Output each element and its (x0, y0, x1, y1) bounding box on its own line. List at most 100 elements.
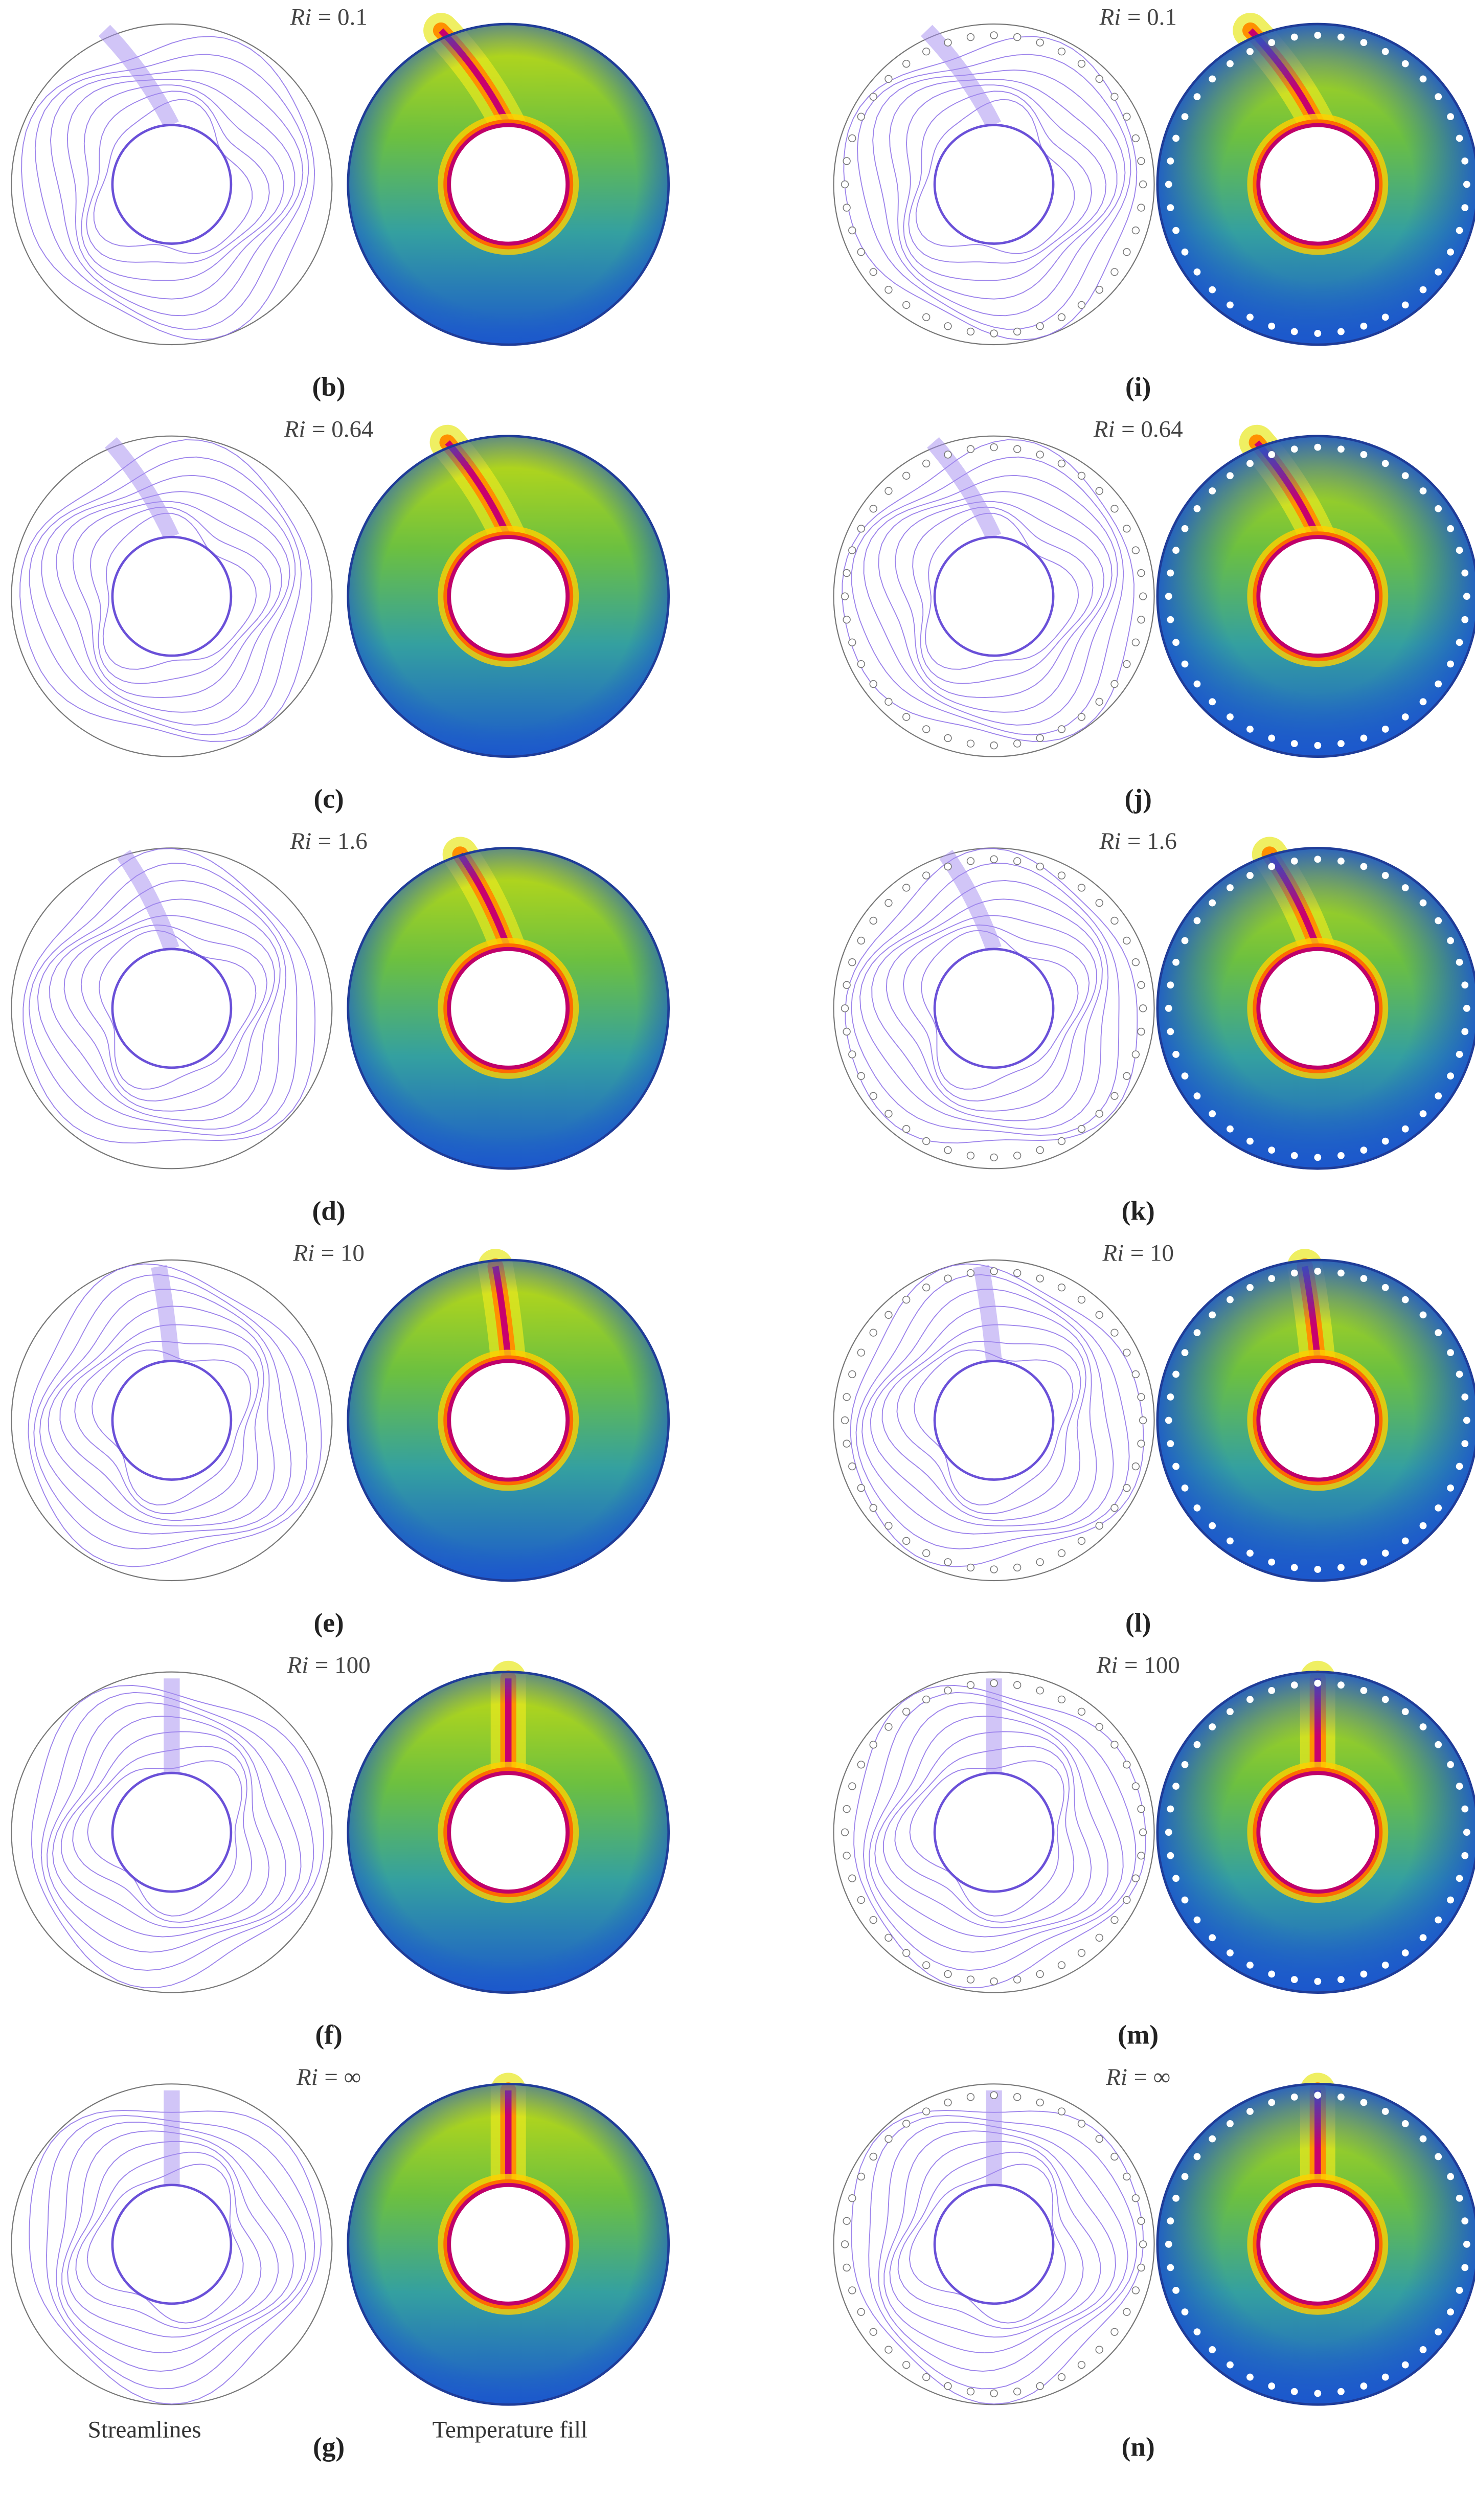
inner-wall (111, 124, 233, 245)
streamline (883, 2130, 1116, 2353)
hole (1401, 1949, 1409, 1956)
hole (966, 2388, 975, 2396)
hole (1123, 2308, 1131, 2316)
hole (1181, 1072, 1189, 1080)
hole (990, 2091, 998, 2099)
hole (1360, 734, 1368, 742)
hole (1456, 2194, 1463, 2202)
streamline-plume (151, 1265, 180, 1362)
hole (869, 2328, 877, 2336)
hole (1461, 1440, 1469, 1447)
hole (1131, 958, 1140, 966)
hole (1057, 1695, 1066, 1704)
hole (1246, 1284, 1254, 1291)
hole (1268, 1558, 1276, 1566)
hole (1337, 328, 1345, 335)
outer-wall (833, 435, 1155, 757)
hole (1013, 1563, 1022, 1572)
hole (1246, 1549, 1254, 1557)
streamline (29, 456, 302, 735)
hole (843, 2217, 851, 2225)
streamline (72, 1745, 252, 1923)
hole (1193, 1741, 1201, 1748)
hole (1246, 1696, 1254, 1703)
hole (1461, 204, 1469, 212)
hole (944, 38, 952, 47)
hole (1268, 1275, 1276, 1282)
hole (843, 1439, 851, 1448)
hole (1290, 740, 1298, 748)
hole (922, 2107, 931, 2116)
hole (922, 1284, 931, 1292)
hole (1447, 2308, 1454, 2316)
hole (1013, 327, 1022, 336)
streamline (59, 1324, 264, 1521)
hole (1181, 660, 1189, 668)
hole (1181, 1349, 1189, 1357)
hole (884, 1723, 893, 1731)
hole (1419, 1723, 1427, 1730)
hole (1360, 1275, 1368, 1282)
panel-title: Ri = 10 (1102, 1240, 1174, 1266)
hole (1077, 471, 1086, 480)
inner-wall (933, 535, 1055, 657)
hole (857, 1072, 865, 1080)
hole (848, 1050, 856, 1059)
panel-title: Ri = 1.6 (289, 828, 367, 854)
hole (922, 1549, 931, 1557)
hole (841, 1004, 849, 1012)
hole (1435, 1092, 1442, 1100)
hole (1435, 1504, 1442, 1512)
hole (1246, 48, 1254, 55)
hole (1337, 2093, 1345, 2101)
panel-label: (g) (313, 2432, 345, 2462)
hole (922, 1695, 931, 1704)
streamline-plume (117, 849, 179, 952)
hole (1447, 1896, 1454, 1904)
streamline (28, 863, 298, 1136)
streamline (897, 2151, 1084, 2329)
hole (1036, 734, 1044, 742)
hole (1461, 616, 1469, 623)
hot-halo (1247, 2173, 1389, 2315)
hole (1181, 248, 1189, 256)
hole (1013, 445, 1022, 453)
outer-wall (11, 23, 333, 346)
streamline (868, 2115, 1138, 2390)
outer-wall (833, 1671, 1155, 1993)
hole (1139, 592, 1147, 600)
hole (1360, 1146, 1368, 1154)
hole (1167, 569, 1174, 577)
hole (1013, 2093, 1022, 2101)
hole (1167, 2264, 1174, 2271)
hole (869, 2152, 877, 2161)
streamline (49, 898, 281, 1121)
hole (1172, 134, 1179, 142)
streamline (924, 512, 1079, 670)
hole (1123, 248, 1131, 256)
streamline (874, 1716, 1108, 1938)
hole (841, 1416, 849, 1425)
hole (1131, 1370, 1140, 1379)
hole (1131, 1874, 1140, 1882)
title-symbol: Ri (1099, 828, 1121, 854)
hole (1036, 862, 1044, 871)
hole (1290, 1564, 1298, 1571)
hot-ring (1253, 2179, 1383, 2309)
hole (1123, 525, 1131, 533)
hole (1095, 1311, 1103, 1319)
hole (1131, 546, 1140, 554)
hole (884, 2346, 893, 2354)
hole (1137, 2263, 1145, 2272)
hole (990, 1267, 998, 1275)
hot-ring (1253, 119, 1383, 250)
hole (1057, 2373, 1066, 2381)
hole (1123, 1761, 1131, 1769)
hole (1123, 660, 1131, 668)
hole (1123, 1348, 1131, 1357)
hole (1290, 2388, 1298, 2395)
hole (1290, 2093, 1298, 2101)
hole (1314, 2390, 1322, 2397)
hole (857, 2308, 865, 2316)
hole (1193, 505, 1201, 512)
